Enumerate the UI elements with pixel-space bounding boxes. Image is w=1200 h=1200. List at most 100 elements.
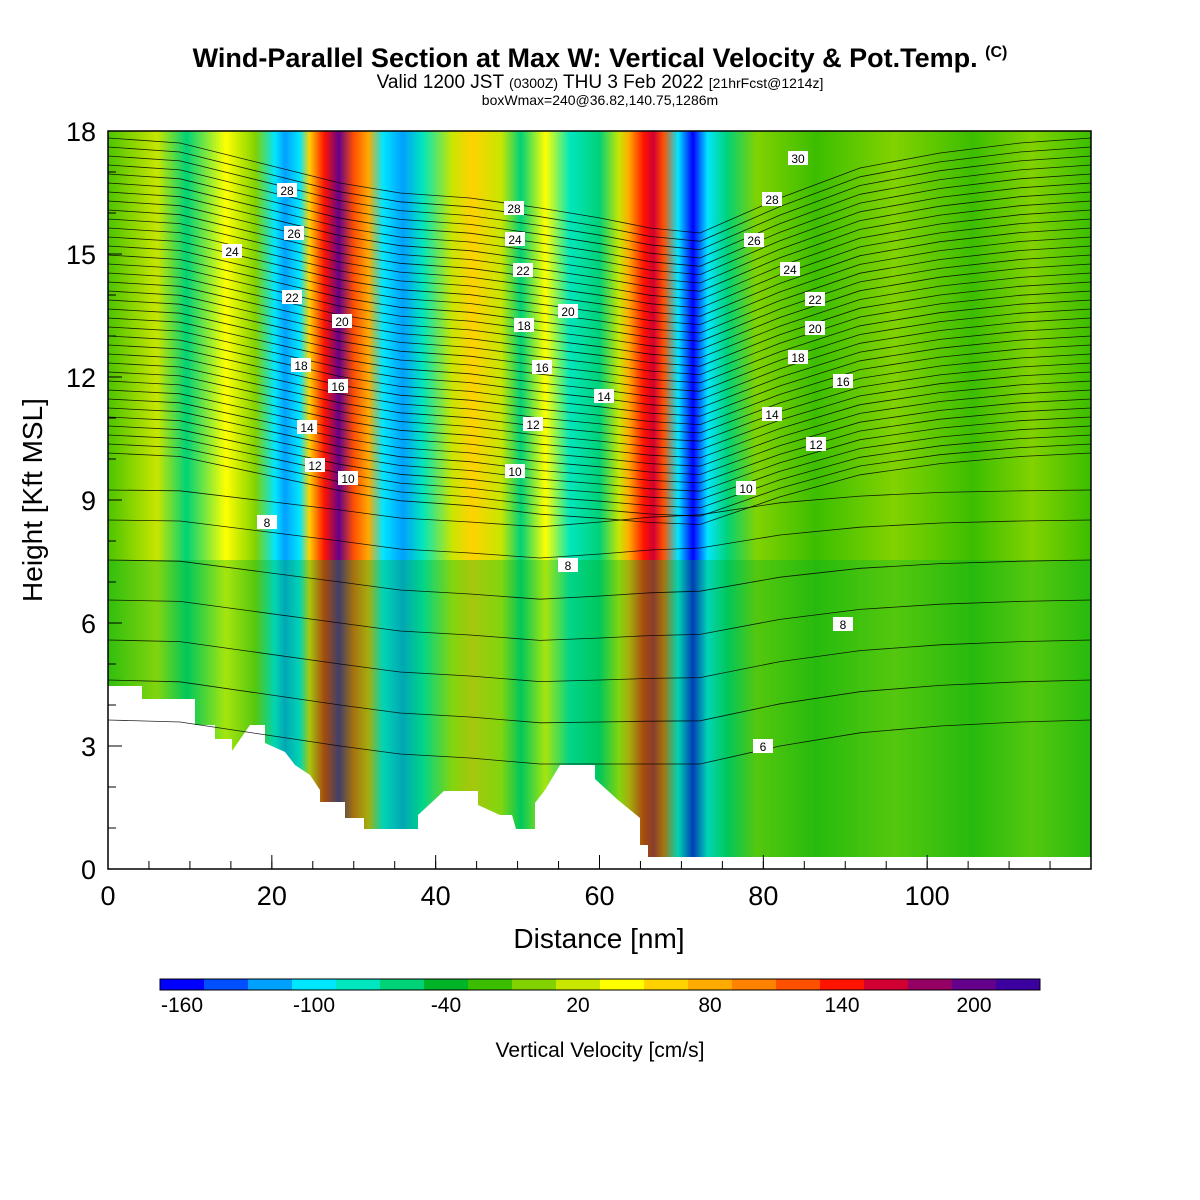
- contour-label-box: [762, 407, 782, 421]
- theta-contour: [108, 173, 1091, 267]
- colorbar-tick-label: 140: [824, 994, 859, 1017]
- theta-contour: [108, 371, 1091, 451]
- colorbar-swatch: [820, 979, 865, 990]
- colorbar-tick-label: -40: [431, 994, 461, 1017]
- contour-label-box: [736, 481, 756, 495]
- contour-label-box: [523, 417, 543, 431]
- contour-label: 20: [335, 315, 349, 329]
- x-tick-label: 80: [748, 881, 778, 911]
- colorbar-swatch: [732, 979, 777, 990]
- contour-label: 6: [760, 740, 767, 754]
- contour-label-box: [805, 292, 825, 306]
- contour-label-box: [504, 201, 524, 215]
- contour-label-box: [328, 379, 348, 393]
- x-tick-label: 40: [421, 881, 451, 911]
- contour-label-box: [505, 464, 525, 478]
- x-tick-labels: 0 20 40 60 80 100: [100, 881, 949, 911]
- theta-contour: [108, 389, 1091, 467]
- contour-label: 14: [597, 390, 611, 404]
- theta-contour: [108, 254, 1091, 342]
- chart-title: Wind-Parallel Section at Max W: Vertical…: [192, 43, 1008, 73]
- contour-label-box: [805, 321, 825, 335]
- contour-label: 18: [517, 319, 531, 333]
- y-tick-label: 15: [66, 240, 96, 270]
- contour-label: 24: [783, 263, 797, 277]
- contour-label-box: [257, 515, 277, 529]
- y-tick-label: 9: [81, 486, 96, 516]
- contour-label-box: [833, 374, 853, 388]
- axis-ticks: [107, 130, 1051, 870]
- y-tick-label: 12: [66, 363, 96, 393]
- contour-label-box: [806, 437, 826, 451]
- y-tick-label: 6: [81, 609, 96, 639]
- contour-label-box: [514, 318, 534, 332]
- contour-label-box: [291, 358, 311, 372]
- contour-label: 28: [507, 202, 521, 216]
- contour-label-box: [222, 244, 242, 258]
- contour-label-box: [505, 232, 525, 246]
- theta-contour: [108, 425, 1091, 500]
- theta-contour: [108, 489, 1091, 528]
- theta-contour-labels: 30 28 28 28 26 26 24 24 24 22 22 22 20 20 20 18 18 18 16 16…: [222, 151, 853, 754]
- theta-contour: [108, 218, 1091, 309]
- colorbar-swatch: [952, 979, 997, 990]
- contour-label: 10: [508, 465, 522, 479]
- colorbar-tick-label: 200: [956, 994, 991, 1017]
- theta-contour: [108, 639, 1091, 683]
- x-tick-label: 60: [584, 881, 614, 911]
- contour-label: 22: [285, 291, 299, 305]
- contour-label-box: [332, 314, 352, 328]
- theta-contour: [108, 380, 1091, 459]
- y-tick-labels: 0 3 6 9 12 15 18: [66, 117, 96, 885]
- contour-label: 8: [565, 559, 572, 573]
- y-tick-label: 18: [66, 117, 96, 147]
- contour-label: 30: [791, 152, 805, 166]
- contour-label-box: [594, 389, 614, 403]
- y-tick-label: 3: [81, 732, 96, 762]
- colorbar-tick-label: 80: [698, 994, 721, 1017]
- theta-contour: [108, 209, 1091, 301]
- theta-contour: [108, 290, 1091, 376]
- chart-subtitle: Valid 1200 JST (0300Z) THU 3 Feb 2022 [2…: [376, 72, 824, 93]
- contour-label: 14: [765, 408, 779, 422]
- contour-label: 16: [331, 380, 345, 394]
- colorbar-swatch: [908, 979, 953, 990]
- contour-label: 18: [294, 359, 308, 373]
- contour-label-box: [788, 151, 808, 165]
- contour-label-box: [558, 304, 578, 318]
- contour-label: 8: [264, 516, 271, 530]
- theta-contour: [108, 679, 1091, 724]
- contour-label: 28: [765, 193, 779, 207]
- plot-area: 30 28 28 28 26 26 24 24 24 22 22 22 20 20 20 18 18 18 16 16…: [108, 131, 1091, 869]
- contour-label: 22: [808, 293, 822, 307]
- theta-contour: [108, 599, 1091, 641]
- chart-subtitle-2: boxWmax=240@36.82,140.75,1286m: [481, 92, 719, 108]
- contour-label: 12: [809, 438, 823, 452]
- colorbar-swatch: [336, 979, 381, 990]
- contour-label: 20: [808, 322, 822, 336]
- theta-contour: [108, 416, 1091, 492]
- contour-label-box: [284, 226, 304, 240]
- theta-contour: [108, 353, 1091, 434]
- contour-label-box: [338, 471, 358, 485]
- contour-label: 28: [280, 184, 294, 198]
- y-tick-label: 0: [81, 855, 96, 885]
- contour-label-box: [762, 192, 782, 206]
- contour-label: 16: [836, 375, 850, 389]
- contour-label-box: [753, 739, 773, 753]
- colorbar-swatch: [380, 979, 425, 990]
- contour-label: 26: [747, 234, 761, 248]
- y-axis-label: Height [Kft MSL]: [17, 398, 48, 602]
- theta-contour: [108, 344, 1091, 426]
- colorbar-frame: [159, 978, 1041, 991]
- contour-label-box: [532, 360, 552, 374]
- colorbar-label: Vertical Velocity [cm/s]: [496, 1039, 705, 1062]
- theta-contour: [108, 299, 1091, 384]
- theta-contour: [108, 407, 1091, 484]
- theta-contour: [108, 236, 1091, 326]
- x-tick-label: 20: [257, 881, 287, 911]
- colorbar-swatch: [556, 979, 601, 990]
- colorbar-swatch: [468, 979, 513, 990]
- contour-label-box: [558, 558, 578, 572]
